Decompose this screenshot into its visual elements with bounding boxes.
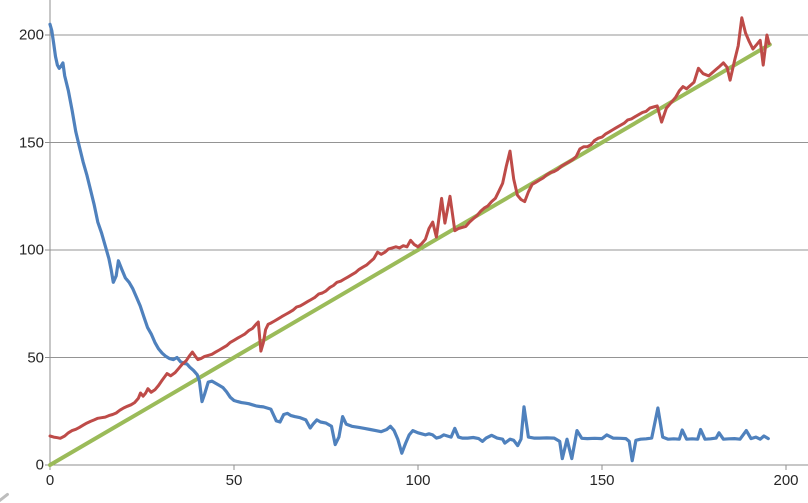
x-tick-label: 0 [45,472,55,489]
y-tick-label: 50 [27,349,44,366]
y-tick-label: 200 [18,26,44,44]
red-rising-line [48,16,771,440]
x-tick-label: 150 [589,472,615,489]
y-tick-label: 150 [18,134,44,151]
y-tick-label: 100 [18,241,44,259]
y-tick-label: 0 [35,456,44,474]
blue-decay-line [48,22,770,463]
x-tick-label: 100 [405,472,431,489]
x-tick-label: 200 [773,472,799,489]
x-tick-label: 50 [225,472,243,489]
green-reference-line [48,42,772,467]
